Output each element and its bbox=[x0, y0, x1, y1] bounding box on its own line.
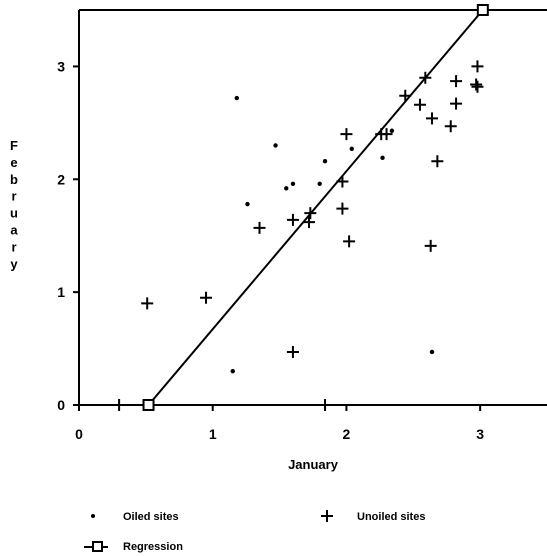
unoiled-site-point bbox=[399, 89, 412, 102]
oiled-site-point bbox=[317, 181, 322, 186]
oiled-site-point bbox=[322, 159, 328, 164]
y-axis-title-letter: r bbox=[11, 189, 16, 204]
unoiled-site-point bbox=[113, 399, 126, 411]
scatter-points bbox=[113, 60, 484, 411]
x-tick-label-3: 3 bbox=[476, 426, 484, 442]
legend-oiled-label: Oiled sites bbox=[123, 511, 179, 523]
unoiled-site-point bbox=[419, 71, 432, 84]
y-axis-title-letter: u bbox=[10, 206, 18, 221]
oiled-site-point bbox=[389, 128, 395, 133]
x-tick-label-2: 2 bbox=[343, 426, 351, 442]
regression-endpoint-0 bbox=[142, 399, 155, 411]
unoiled-site-point bbox=[253, 221, 266, 234]
unoiled-site-point bbox=[319, 399, 332, 411]
legend-item-oiled: Oiled sites bbox=[91, 511, 179, 523]
legend-regression-marker bbox=[92, 541, 103, 552]
ticks bbox=[73, 65, 482, 411]
legend: Oiled sites Unoiled sites Regression bbox=[84, 510, 425, 553]
unoiled-site-point bbox=[336, 202, 349, 215]
y-tick-label-3: 3 bbox=[57, 58, 65, 74]
regression-series bbox=[142, 4, 489, 411]
oiled-site-point bbox=[429, 349, 435, 355]
oiled-site-point bbox=[380, 155, 385, 161]
y-axis-title-letter: a bbox=[10, 223, 18, 238]
oiled-site-point bbox=[349, 146, 354, 152]
unoiled-site-point bbox=[426, 112, 439, 125]
x-axis-title: January bbox=[288, 457, 339, 472]
oiled-site-point bbox=[290, 181, 296, 186]
y-axis-title-letter: e bbox=[10, 155, 17, 170]
unoiled-site-point bbox=[450, 75, 463, 88]
unoiled-site-point bbox=[340, 128, 353, 141]
y-tick-label-2: 2 bbox=[57, 171, 65, 187]
tick-labels: 0 1 2 3 0 1 2 3 bbox=[57, 58, 484, 442]
x-tick-label-0: 0 bbox=[75, 426, 83, 442]
x-tick-label-1: 1 bbox=[209, 426, 217, 442]
y-axis-title-letter: b bbox=[10, 172, 18, 187]
unoiled-site-point bbox=[380, 128, 393, 141]
oiled-site-point bbox=[234, 95, 239, 101]
unoiled-site-point bbox=[286, 213, 299, 226]
unoiled-site-point bbox=[141, 297, 154, 310]
unoiled-site-point bbox=[336, 175, 349, 188]
legend-regression-label: Regression bbox=[123, 541, 183, 553]
legend-unoiled-marker bbox=[321, 510, 333, 522]
unoiled-site-point bbox=[471, 60, 484, 73]
legend-item-unoiled: Unoiled sites bbox=[321, 510, 425, 523]
unoiled-site-point bbox=[450, 97, 463, 110]
oiled-site-point bbox=[284, 186, 289, 191]
regression-endpoint-1 bbox=[476, 4, 489, 16]
y-axis-title-letter: F bbox=[10, 138, 18, 153]
unoiled-site-point bbox=[471, 80, 484, 93]
unoiled-site-point bbox=[343, 235, 356, 248]
oiled-site-point bbox=[245, 201, 250, 207]
unoiled-site-point bbox=[431, 155, 444, 168]
oiled-site-point bbox=[230, 368, 235, 374]
unoiled-site-point bbox=[413, 98, 426, 111]
unoiled-site-point bbox=[304, 207, 317, 220]
oiled-site-point bbox=[273, 143, 278, 148]
unoiled-site-point bbox=[302, 216, 315, 229]
legend-unoiled-label: Unoiled sites bbox=[357, 511, 425, 523]
y-axis-title-letter: r bbox=[11, 239, 16, 254]
unoiled-site-point bbox=[286, 345, 299, 358]
unoiled-site-point bbox=[424, 239, 437, 252]
axes bbox=[78, 9, 547, 406]
y-axis-title-letter: y bbox=[10, 256, 18, 271]
legend-item-regression: Regression bbox=[84, 541, 183, 553]
unoiled-site-point bbox=[444, 120, 457, 133]
y-tick-label-1: 1 bbox=[57, 284, 65, 300]
regression-line bbox=[147, 9, 484, 406]
unoiled-site-point bbox=[470, 78, 483, 91]
y-tick-label-0: 0 bbox=[57, 397, 65, 413]
unoiled-site-point bbox=[200, 291, 213, 304]
legend-oiled-marker bbox=[91, 514, 95, 518]
